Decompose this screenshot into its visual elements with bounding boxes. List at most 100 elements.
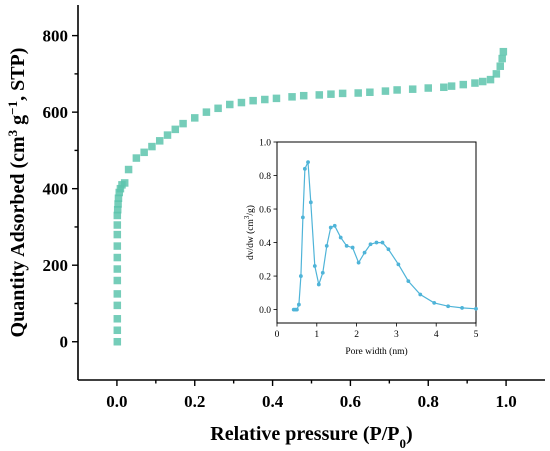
inset-data-point [312,264,317,268]
data-point [163,131,172,139]
inset-y-axis-title: dv/dw (cm3/g) [243,205,256,260]
inset-data-point [368,242,373,247]
data-point [202,108,211,116]
data-point [113,290,122,298]
data-point [459,80,468,89]
data-point [179,119,187,128]
data-point [249,96,257,105]
inset-data-point [432,300,437,305]
y-tick-label: 600 [43,103,69,122]
data-point [113,337,122,346]
x-tick-label: 0.8 [418,392,439,411]
data-point [113,326,122,335]
inset-y-tick-label: 0.6 [259,206,271,216]
data-point [120,179,129,187]
inset-data-point [296,302,301,307]
inset-y-tick-label: 0.4 [259,239,271,249]
x-tick-label: 0.4 [262,392,284,411]
inset-x-tick-label: 1 [314,330,319,340]
data-point [440,83,448,92]
data-point [191,114,199,122]
data-point [113,242,122,250]
data-point [381,87,390,95]
inset-frame [276,141,477,324]
inset-data-point [396,262,401,267]
data-point [498,54,506,63]
data-point [114,200,122,208]
data-point [408,85,417,93]
data-point [471,79,479,87]
inset-data-point [344,244,349,248]
data-point [492,70,501,78]
y-tick-label: 400 [43,180,69,199]
data-point [113,221,122,229]
inset-y-tick-label: 1.0 [259,139,271,149]
inset-x-tick-label: 0 [275,330,280,340]
inset-y-tick-label: 0.8 [259,172,271,182]
main-plot-marks [113,47,508,346]
inset-data-point [446,304,451,309]
inset-data-point [362,250,367,255]
data-point [237,98,246,107]
y-tick-label: 800 [43,27,69,46]
y-tick-label: 0 [60,333,69,352]
data-point [171,125,180,134]
data-point [132,154,141,162]
inset-data-point [418,292,423,297]
data-point [140,148,148,157]
inset-data-point [356,260,361,265]
inset-x-axis-title: Pore width (nm) [345,346,407,357]
inset-data-point [306,160,310,165]
data-point [214,104,222,113]
inset-data-point [460,306,464,310]
inset-data-point [308,200,313,205]
inset-data-point [474,306,478,311]
data-point [486,75,495,84]
data-point [113,315,122,323]
data-point [113,253,122,262]
data-point [478,77,487,86]
data-point [393,86,401,94]
data-point [226,100,234,109]
data-point [113,276,122,285]
inset-data-point [374,240,379,245]
inset-data-point [316,282,321,287]
inset-y-tick-label: 0.2 [259,273,271,283]
inset-data-point [295,307,299,312]
data-point [447,82,456,90]
data-point [424,84,432,92]
data-point [327,90,335,98]
inset-data-point [300,215,305,220]
data-point [114,194,123,202]
inset-x-tick-label: 4 [434,330,439,340]
data-point [299,91,308,100]
inset-data-point [324,244,329,248]
y-tick-label: 200 [43,256,69,275]
x-axis-title: Relative pressure (P/P0) [210,423,412,451]
inset-x-tick-label: 3 [394,330,399,340]
inset-data-point [328,225,333,230]
data-point [113,301,122,310]
data-point [261,95,269,104]
data-point [315,91,324,99]
y-axis-title: Quantity Adsorbed (cm3 g−1, STP) [5,48,30,338]
inset-data-point [386,247,391,252]
inset-data-point [332,223,337,228]
data-point [113,230,122,239]
inset-x-tick-label: 2 [354,330,359,340]
data-point [288,93,296,101]
data-point [113,205,122,214]
data-point [499,47,508,56]
data-point [115,188,124,197]
inset-plot: 0 1 2 3 4 5 0.0 0.2 0.4 0.6 0.8 1.0 Pore width (nm) d… [243,139,479,358]
data-point [155,137,164,145]
data-point [354,89,362,97]
x-tick-label: 0.2 [184,392,205,411]
inset-data-point [380,240,385,245]
inset-data-point [350,245,355,250]
data-point [116,184,125,193]
data-point [124,165,133,174]
data-point [113,265,122,273]
x-tick-label: 1.0 [495,392,516,411]
